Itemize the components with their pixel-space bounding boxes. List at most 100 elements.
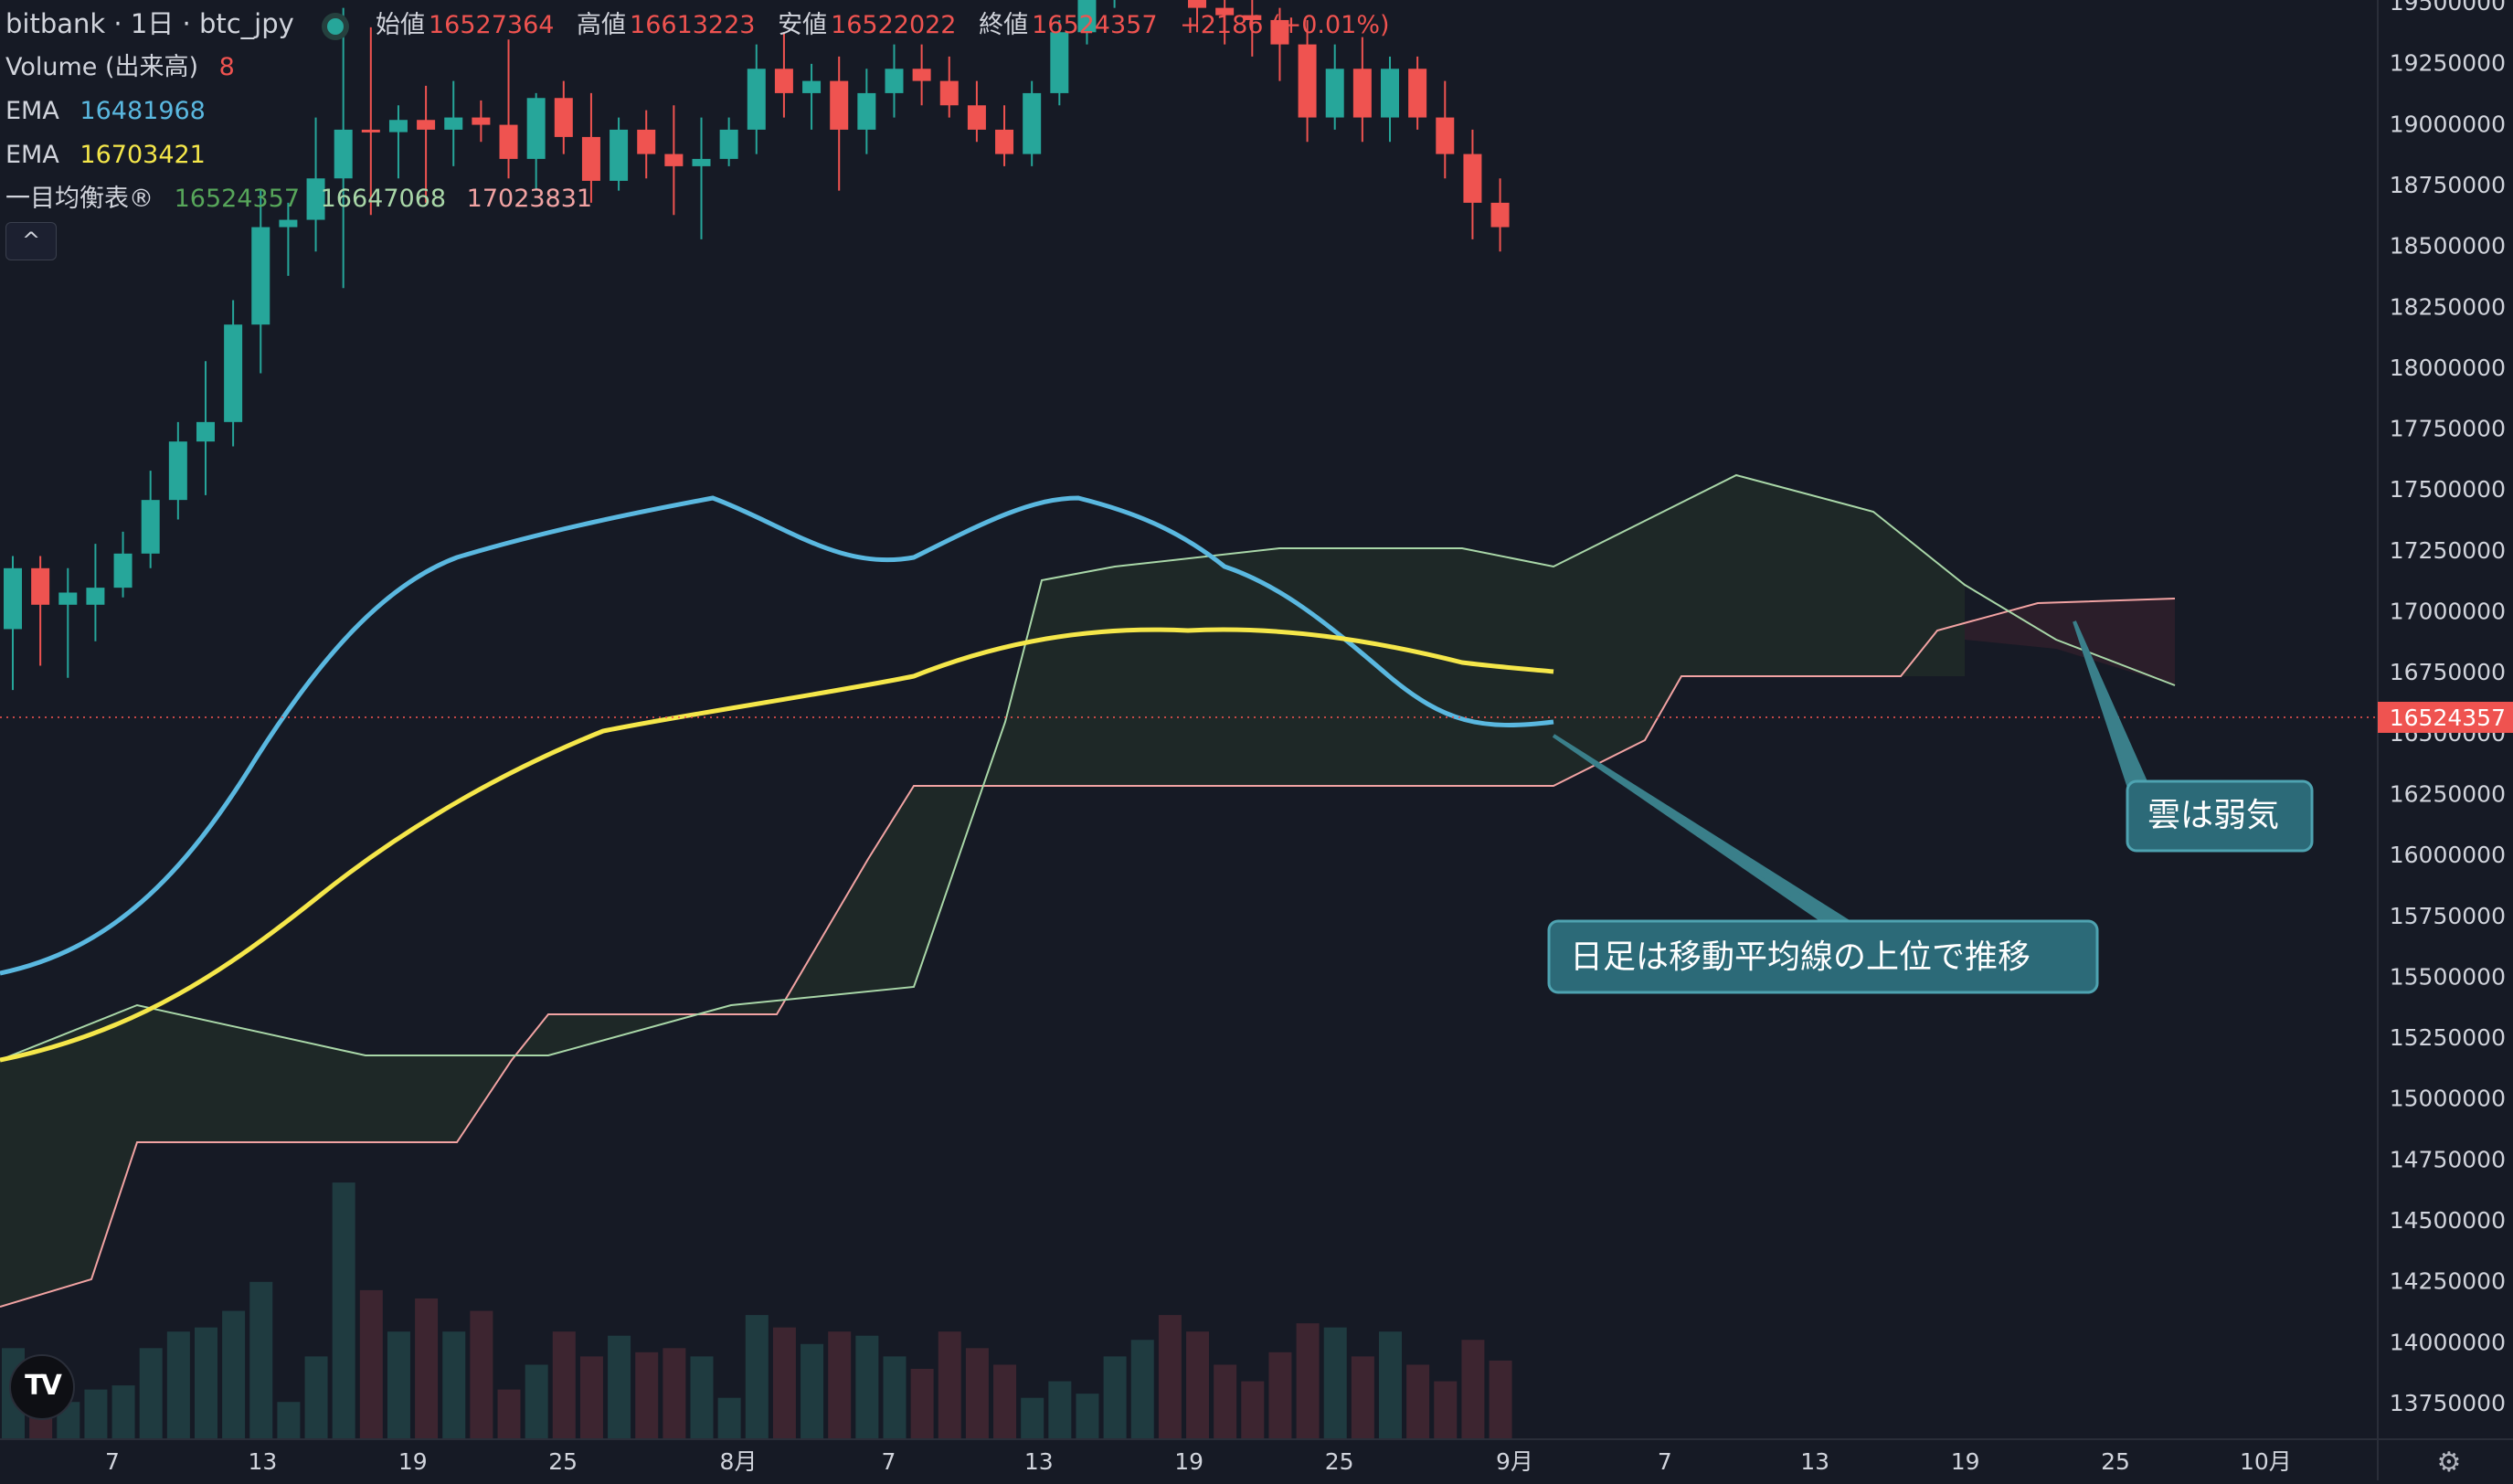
candle: [1077, 0, 1097, 33]
cloud-bear: [1965, 599, 2175, 685]
volume-bar: [883, 1356, 907, 1439]
close-value: 16524357: [1032, 11, 1158, 39]
candle: [472, 117, 491, 125]
candle: [4, 567, 22, 630]
price-tick-label: 18250000: [2390, 293, 2506, 320]
price-tick-label: 17750000: [2390, 416, 2506, 442]
candle: [1352, 69, 1372, 118]
candle: [1023, 92, 1042, 154]
volume-bar: [1214, 1364, 1237, 1439]
ema-fast-legend[interactable]: EMA 16481968: [5, 90, 1405, 133]
time-tick-label: 19: [1951, 1448, 1980, 1475]
ichimoku-value-3: 17023831: [466, 185, 593, 213]
candle: [31, 567, 50, 605]
indicator-lines: [0, 495, 1554, 1063]
open-label: 始値: [376, 11, 425, 39]
volume-bar: [1076, 1394, 1099, 1439]
candle: [857, 92, 876, 130]
low-label: 安値: [778, 11, 828, 39]
volume-bar: [579, 1356, 603, 1439]
volume-name: Volume (出来高): [5, 53, 199, 81]
volume-legend[interactable]: Volume (出来高) 8: [5, 46, 1405, 90]
candle: [196, 421, 215, 442]
candle: [1215, 7, 1235, 16]
candle: [444, 117, 463, 130]
ema-slow-line: [0, 627, 1554, 1063]
price-tick-label: 19500000: [2390, 0, 2506, 16]
volume-bar: [772, 1327, 796, 1439]
candle: [939, 80, 959, 106]
time-tick-label: 25: [1325, 1448, 1354, 1475]
ema-fast-value: 16481968: [80, 97, 206, 125]
volume-bar: [745, 1315, 769, 1439]
chevron-up-icon[interactable]: ^: [5, 222, 57, 260]
last-price-label: 16524357: [2390, 705, 2506, 731]
price-tick-label: 19250000: [2390, 50, 2506, 77]
candles: [4, 0, 1510, 691]
price-tick-label: 16750000: [2390, 659, 2506, 685]
ichimoku-name: 一目均衡表®: [5, 185, 154, 213]
candle: [388, 120, 408, 132]
candle: [1490, 202, 1510, 228]
volume-bar: [1186, 1331, 1210, 1439]
candle: [1243, 15, 1262, 20]
time-tick-label: 13: [1024, 1448, 1054, 1475]
time-tick-label: 7: [1658, 1448, 1672, 1475]
last-price-badge: [2378, 702, 2513, 733]
symbol-title[interactable]: bitbank · 1日 · btc_jpy: [5, 8, 294, 39]
volume-bar: [277, 1402, 301, 1439]
volume-bar: [1268, 1352, 1292, 1439]
symbol-row: bitbank · 1日 · btc_jpy 始値 16527364 高値 1661…: [5, 2, 1405, 46]
open-value: 16527364: [429, 11, 555, 39]
candle: [1436, 117, 1455, 154]
volume-bar: [1379, 1331, 1402, 1439]
candle: [581, 136, 600, 181]
callout-box: [1547, 919, 2099, 994]
price-tick-label: 19000000: [2390, 111, 2506, 137]
volume-bar: [635, 1352, 659, 1439]
volume-bar: [1323, 1327, 1347, 1439]
time-tick-label: 10月: [2240, 1448, 2292, 1475]
tradingview-logo-icon[interactable]: TV: [9, 1354, 75, 1420]
volume-bar: [855, 1335, 879, 1439]
volume-bar: [717, 1397, 741, 1439]
time-tick-label: 19: [1174, 1448, 1203, 1475]
volume-bar: [1489, 1360, 1512, 1439]
price-tick-label: 15750000: [2390, 903, 2506, 929]
price-tick-label: 15500000: [2390, 963, 2506, 990]
candle: [554, 98, 573, 137]
candle: [224, 324, 243, 422]
candle: [1463, 154, 1482, 203]
candle: [692, 158, 711, 166]
volume-bar: [552, 1331, 576, 1439]
price-tick-label: 14250000: [2390, 1268, 2506, 1295]
ema-slow-legend[interactable]: EMA 16703421: [5, 133, 1405, 177]
low-value: 16522022: [831, 11, 957, 39]
volume-bar: [1406, 1364, 1430, 1439]
price-tick-label: 14000000: [2390, 1329, 2506, 1355]
ichimoku-cloud: [0, 473, 2176, 1308]
ichimoku-legend[interactable]: 一目均衡表® 16524357 16647068 17023831: [5, 177, 1405, 221]
time-tick-label: 19: [398, 1448, 428, 1475]
candle: [251, 227, 270, 325]
ema-fast-line: [0, 495, 1554, 976]
candle: [719, 129, 738, 159]
candle: [1408, 69, 1427, 118]
gear-icon[interactable]: ⚙: [2436, 1447, 2462, 1479]
callout-text: 雲は弱気: [2147, 797, 2279, 834]
candle: [912, 69, 931, 81]
candle: [1270, 19, 1289, 45]
high-label: 高値: [577, 11, 627, 39]
volume-layer: [2, 1182, 1512, 1439]
price-tick-label: 15000000: [2390, 1086, 2506, 1112]
candle: [499, 124, 518, 159]
volume-bar: [111, 1385, 135, 1439]
ema-fast-name: EMA: [5, 97, 59, 125]
price-tick-label: 13750000: [2390, 1390, 2506, 1416]
volume-bar: [139, 1348, 163, 1439]
candle: [417, 120, 436, 130]
volume-bar: [1103, 1356, 1127, 1439]
time-tick-label: 13: [248, 1448, 277, 1475]
